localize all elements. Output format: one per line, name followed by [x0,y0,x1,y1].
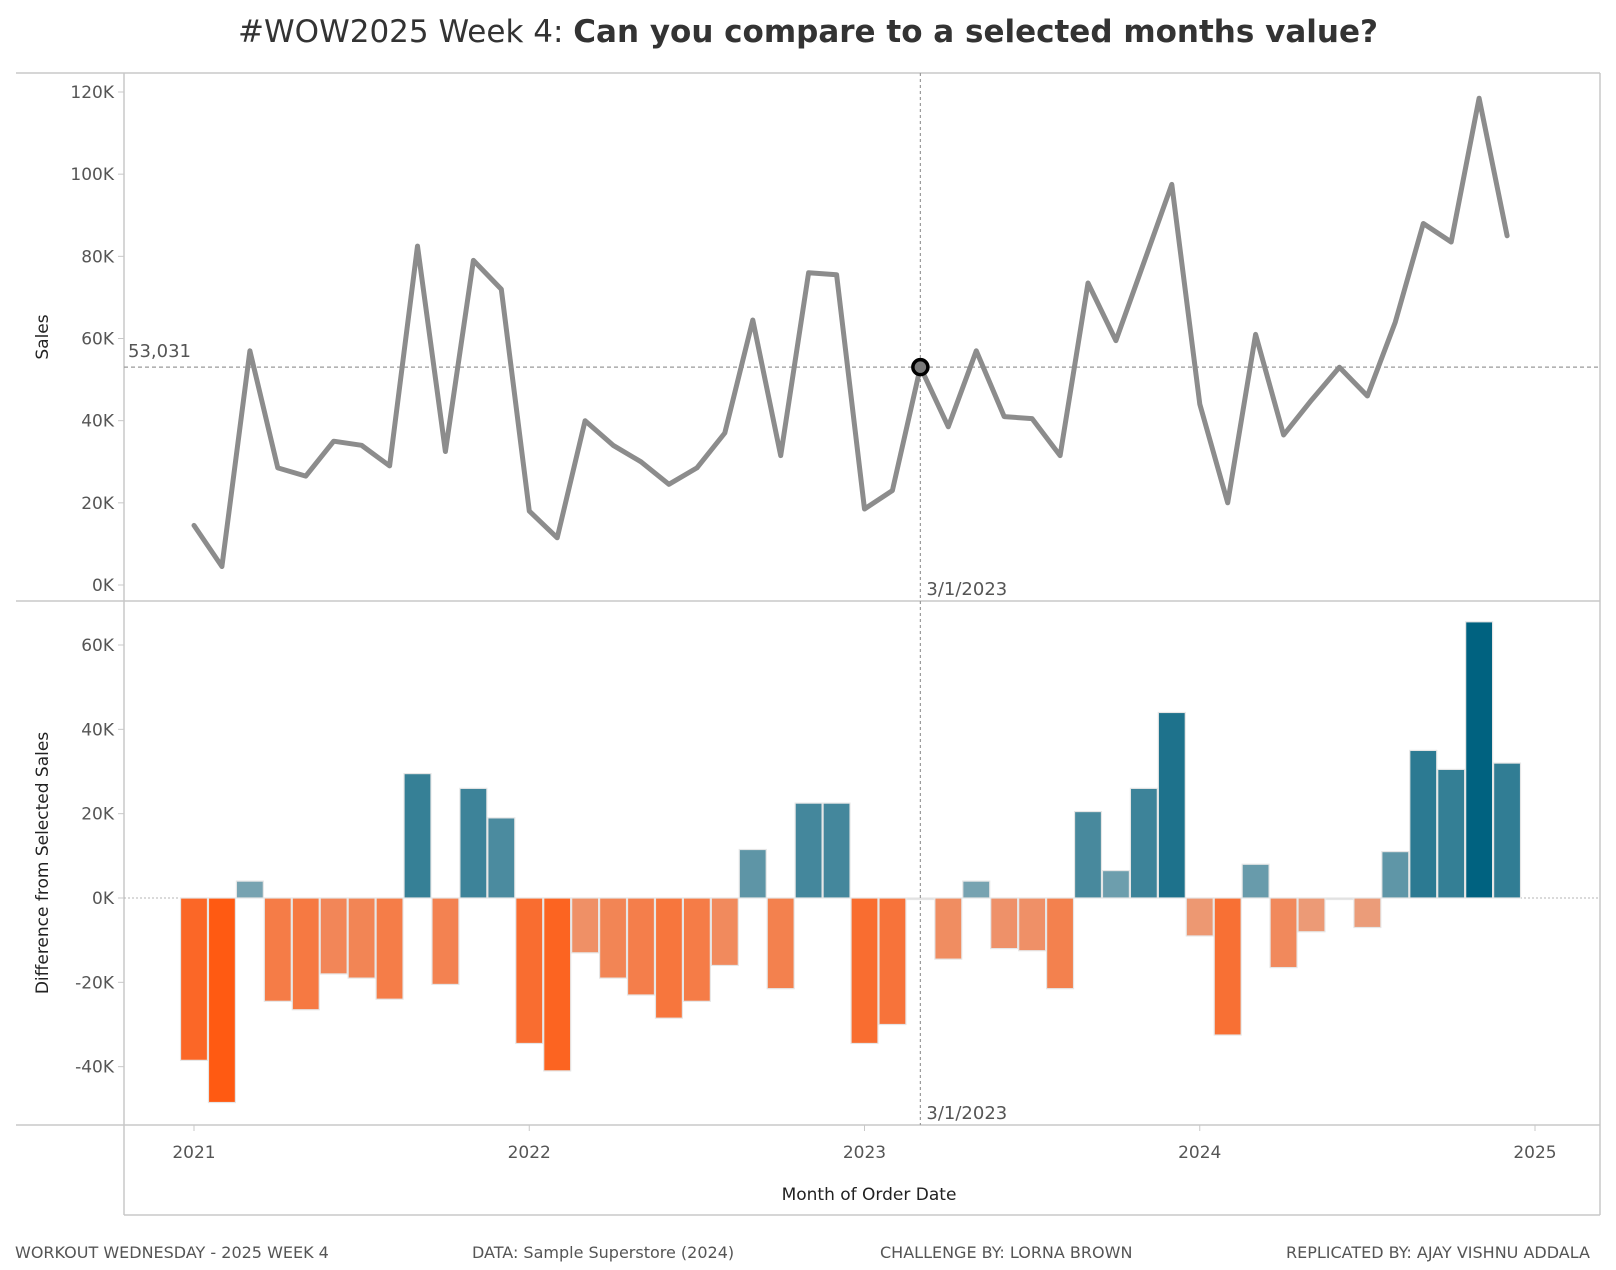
difference-bar-2022-11 [794,802,823,899]
footer-replicated-label: REPLICATED BY: AJAY VISHNU ADDALA [1286,1243,1590,1262]
difference-bar-2023-01 [850,897,879,1045]
difference-bar-2023-11 [1129,787,1158,899]
selected-date-label-top: 3/1/2023 [926,579,1007,600]
x-tick-label: 2021 [172,1143,215,1163]
difference-bar-2021-08 [375,897,404,1000]
difference-y-tick-label: 20K [81,805,115,825]
dashboard-charts: 0K 20K 40K 60K 80K 100K 120K Sales 53,031 3/1/202… [16,72,1601,1216]
difference-bar-2022-10 [766,897,795,990]
difference-y-tick-label: -20K [75,973,115,993]
difference-bar-2022-08 [710,897,739,967]
difference-y-tick-label: 0K [92,889,115,909]
sales-y-tick-label: 120K [70,83,114,103]
difference-bar-2024-04 [1269,897,1298,969]
difference-bar-2021-02 [207,897,237,1104]
selected-month-marker [911,357,930,377]
difference-bar-2023-02 [878,897,907,1026]
difference-bar-2022-05 [626,897,656,996]
difference-bar-2023-09 [1073,810,1103,899]
difference-bar-2021-10 [431,897,460,986]
difference-y-axis-title: Difference from Selected Sales [33,732,53,994]
x-axis-title: Month of Order Date [782,1185,957,1205]
footer-challenge-label: CHALLENGE BY: LORNA BROWN [880,1243,1133,1262]
dashboard-title: #WOW2025 Week 4: Can you compare to a se… [0,14,1616,50]
difference-bar-2022-01 [515,897,544,1045]
difference-bar-2023-06 [990,897,1019,950]
difference-bar-2022-02 [543,897,572,1072]
difference-bar-2024-05 [1297,897,1326,933]
footer-workout-label: WORKOUT WEDNESDAY - 2025 WEEK 4 [15,1243,329,1262]
difference-bar-2024-11 [1465,621,1494,899]
sales-y-tick-label: 60K [81,330,115,350]
difference-bar-2021-11 [459,787,488,899]
difference-bar-2022-04 [598,897,628,979]
difference-y-tick-label: 60K [81,636,115,656]
difference-y-tick-label: -40K [75,1058,115,1078]
difference-bar-2021-05 [291,897,320,1011]
difference-bar-2021-07 [347,897,376,979]
difference-bar-2023-04 [934,897,963,960]
sales-y-axis-title: Sales [33,314,53,359]
sales-y-tick-label: 40K [81,412,115,432]
difference-bar-2024-09 [1409,749,1438,899]
difference-bar-2021-09 [403,773,432,899]
difference-bar-2021-04 [263,897,292,1002]
sales-y-tick-label: 80K [81,247,115,267]
difference-bar-2021-06 [319,897,348,975]
difference-bar-2022-06 [654,897,684,1019]
chart-frame [16,72,1601,1216]
selected-date-label-bottom: 3/1/2023 [926,1103,1007,1124]
x-tick-label: 2024 [1178,1143,1221,1163]
difference-bar-2023-10 [1101,869,1131,899]
difference-bar-2024-08 [1381,851,1410,899]
footer-data-label: DATA: Sample Superstore (2024) [472,1243,735,1262]
x-tick-label: 2025 [1513,1143,1556,1163]
difference-bar-2023-12 [1157,711,1186,899]
difference-bar-chart[interactable]: -40K -20K 0K 20K 40K 60K Difference from Selec… [33,601,1600,1125]
x-axis: 2021 2022 2023 2024 2025 Month of Order Date [172,1125,1557,1205]
x-tick-label: 2022 [508,1143,551,1163]
title-prefix: #WOW2025 Week 4: [238,14,574,50]
sales-line-chart[interactable]: 0K 20K 40K 60K 80K 100K 120K Sales 53,031 3/1/202… [33,73,1600,601]
sales-line [191,95,1510,569]
difference-bar-2022-03 [571,897,600,954]
difference-bar-2024-12 [1492,762,1522,899]
difference-bar-2023-07 [1018,897,1047,952]
difference-bar-2022-12 [822,802,851,899]
sales-y-tick-label: 20K [81,494,115,514]
difference-bar-2021-12 [487,817,516,899]
sales-y-tick-label: 0K [92,576,115,596]
title-main: Can you compare to a selected months val… [573,14,1378,50]
difference-bar-2022-07 [682,897,711,1002]
difference-bar-2021-01 [179,897,209,1061]
difference-bar-2024-01 [1185,897,1214,937]
difference-bar-2023-05 [962,880,991,899]
sales-y-tick-label: 100K [70,165,114,185]
difference-bar-2024-07 [1353,897,1382,929]
difference-bar-2024-02 [1213,897,1242,1036]
difference-bar-2023-03 [906,897,935,901]
difference-bar-2024-06 [1325,897,1354,901]
difference-bar-2024-03 [1241,863,1270,899]
difference-bar-2023-08 [1045,897,1075,990]
x-tick-label: 2023 [843,1143,886,1163]
difference-bar-2021-03 [235,880,264,899]
selected-value-label: 53,031 [128,341,191,362]
difference-y-tick-label: 40K [81,720,115,740]
difference-bar-2024-10 [1437,768,1466,899]
difference-bar-2022-09 [738,848,767,899]
